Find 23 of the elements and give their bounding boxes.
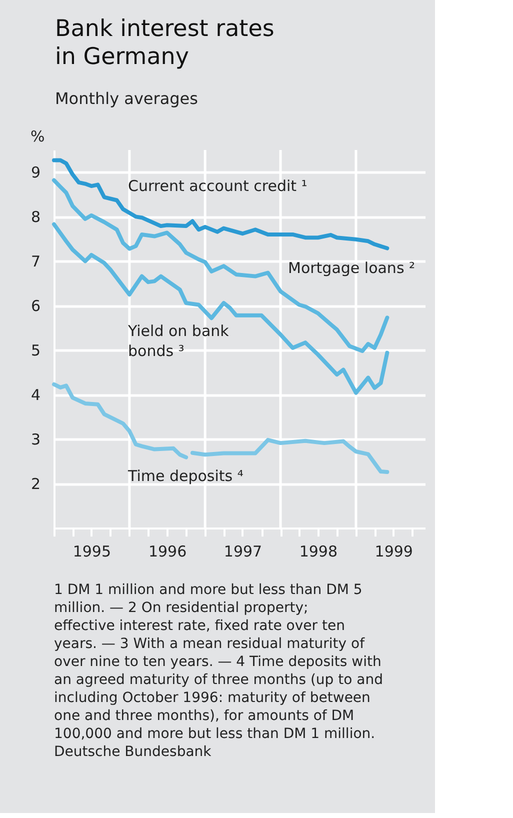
x-tick-label: 1997 xyxy=(224,542,262,560)
y-tick-label: 9 xyxy=(30,164,40,182)
y-tick-label: 3 xyxy=(30,430,40,449)
y-tick-label: 4 xyxy=(30,386,40,404)
y-tick-label: 2 xyxy=(30,475,40,494)
text: Deutsche Bundesbank xyxy=(54,744,212,760)
series-label: Current account credit ¹ xyxy=(128,177,308,195)
x-tick-label: 1995 xyxy=(72,542,112,560)
chart-title: Bank interest rates in Germany xyxy=(55,16,274,70)
x-tick-label: 1996 xyxy=(148,542,187,560)
line-series xyxy=(52,158,390,250)
x-tick-label: 1998 xyxy=(299,542,338,560)
series-label: Time deposits ⁴ xyxy=(127,467,244,485)
x-tick-label: 1999 xyxy=(374,542,413,560)
series-label: Yield on bank bonds ³ xyxy=(127,322,230,360)
y-tick-label: 6 xyxy=(30,297,40,316)
y-axis-title: % xyxy=(30,128,45,146)
chart-subtitle: Monthly averages xyxy=(55,89,198,108)
y-tick-label: 8 xyxy=(30,208,40,226)
series-label: Mortgage loans ² xyxy=(288,259,416,277)
y-tick-label: 7 xyxy=(30,252,40,271)
text: 1 DM 1 million and more but less than DM 5 million. — 2 On residential property; effective interest rate, fixed rate over ten years. — 3 With a mean residual maturity of over nine to ten years. — 4 Time deposits with an agreed maturity of three months (up to and including October 1996: maturity of between one and three months), for amounts of DM 100,000 and more but less than DM 1 million. xyxy=(54,582,383,742)
y-tick-label: 5 xyxy=(30,342,40,360)
